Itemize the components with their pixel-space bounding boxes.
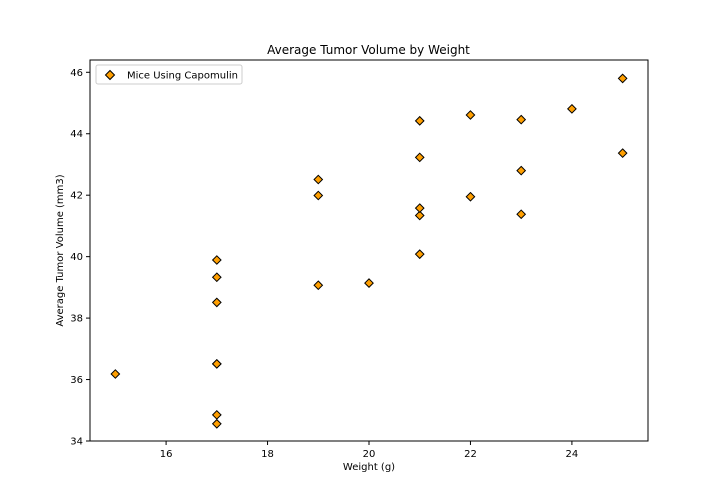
ticks-layer: 16 18 20 22 24 34 36 38 40 42 44 46: [70, 68, 578, 460]
scatter-point: [211, 418, 222, 429]
scatter-point: [567, 103, 577, 114]
scatter-point: [313, 174, 324, 185]
scatter-point: [211, 409, 222, 420]
legend-box: [95, 64, 243, 85]
scatter-point: [414, 152, 425, 163]
scatter-point: [516, 114, 527, 125]
scatter-point: [414, 115, 425, 126]
scatter-point: [313, 280, 324, 291]
scatter-point: [211, 272, 222, 283]
scatter-point: [414, 203, 425, 214]
scatter-point: [211, 255, 222, 265]
y-tick-label: 36: [70, 375, 83, 386]
y-tick-label: 42: [70, 191, 83, 202]
x-axis-label: Weight (g): [343, 462, 395, 473]
scatter-point: [465, 191, 476, 202]
chart-title: Average Tumor Volume by Weight: [267, 43, 470, 57]
x-tick-label: 20: [363, 449, 376, 460]
scatter-point: [211, 297, 222, 308]
scatter-point: [110, 369, 121, 379]
points-layer: [110, 73, 628, 429]
x-tick-label: 24: [566, 449, 579, 460]
legend-marker: [104, 69, 116, 81]
scatter-point: [211, 358, 222, 369]
scatter-point: [364, 278, 374, 288]
scatter-point: [313, 190, 324, 201]
plot-area: 16 18 20 22 24 34 36 38 40 42 44 46: [70, 59, 649, 460]
legend-label: Mice Using Capomulin: [127, 71, 238, 82]
legend: Mice Using Capomulin: [95, 64, 243, 85]
y-tick-label: 46: [70, 68, 83, 79]
scatter-point: [516, 165, 527, 176]
x-tick-label: 18: [261, 449, 274, 460]
scatter-point: [414, 210, 425, 221]
y-axis-label: Average Tumor Volume (mm3): [55, 174, 66, 326]
y-tick-label: 40: [70, 252, 83, 263]
scatter-point: [516, 209, 527, 220]
plot-frame: [89, 59, 649, 442]
x-tick-label: 22: [464, 449, 477, 460]
scatter-point: [465, 110, 476, 120]
scatter-point: [617, 73, 628, 84]
y-tick-label: 44: [70, 129, 83, 140]
x-tick-label: 16: [160, 449, 173, 460]
y-tick-label: 34: [70, 437, 83, 448]
scatter-point: [617, 148, 628, 159]
scatter-point: [414, 249, 425, 260]
y-tick-label: 38: [70, 314, 83, 325]
